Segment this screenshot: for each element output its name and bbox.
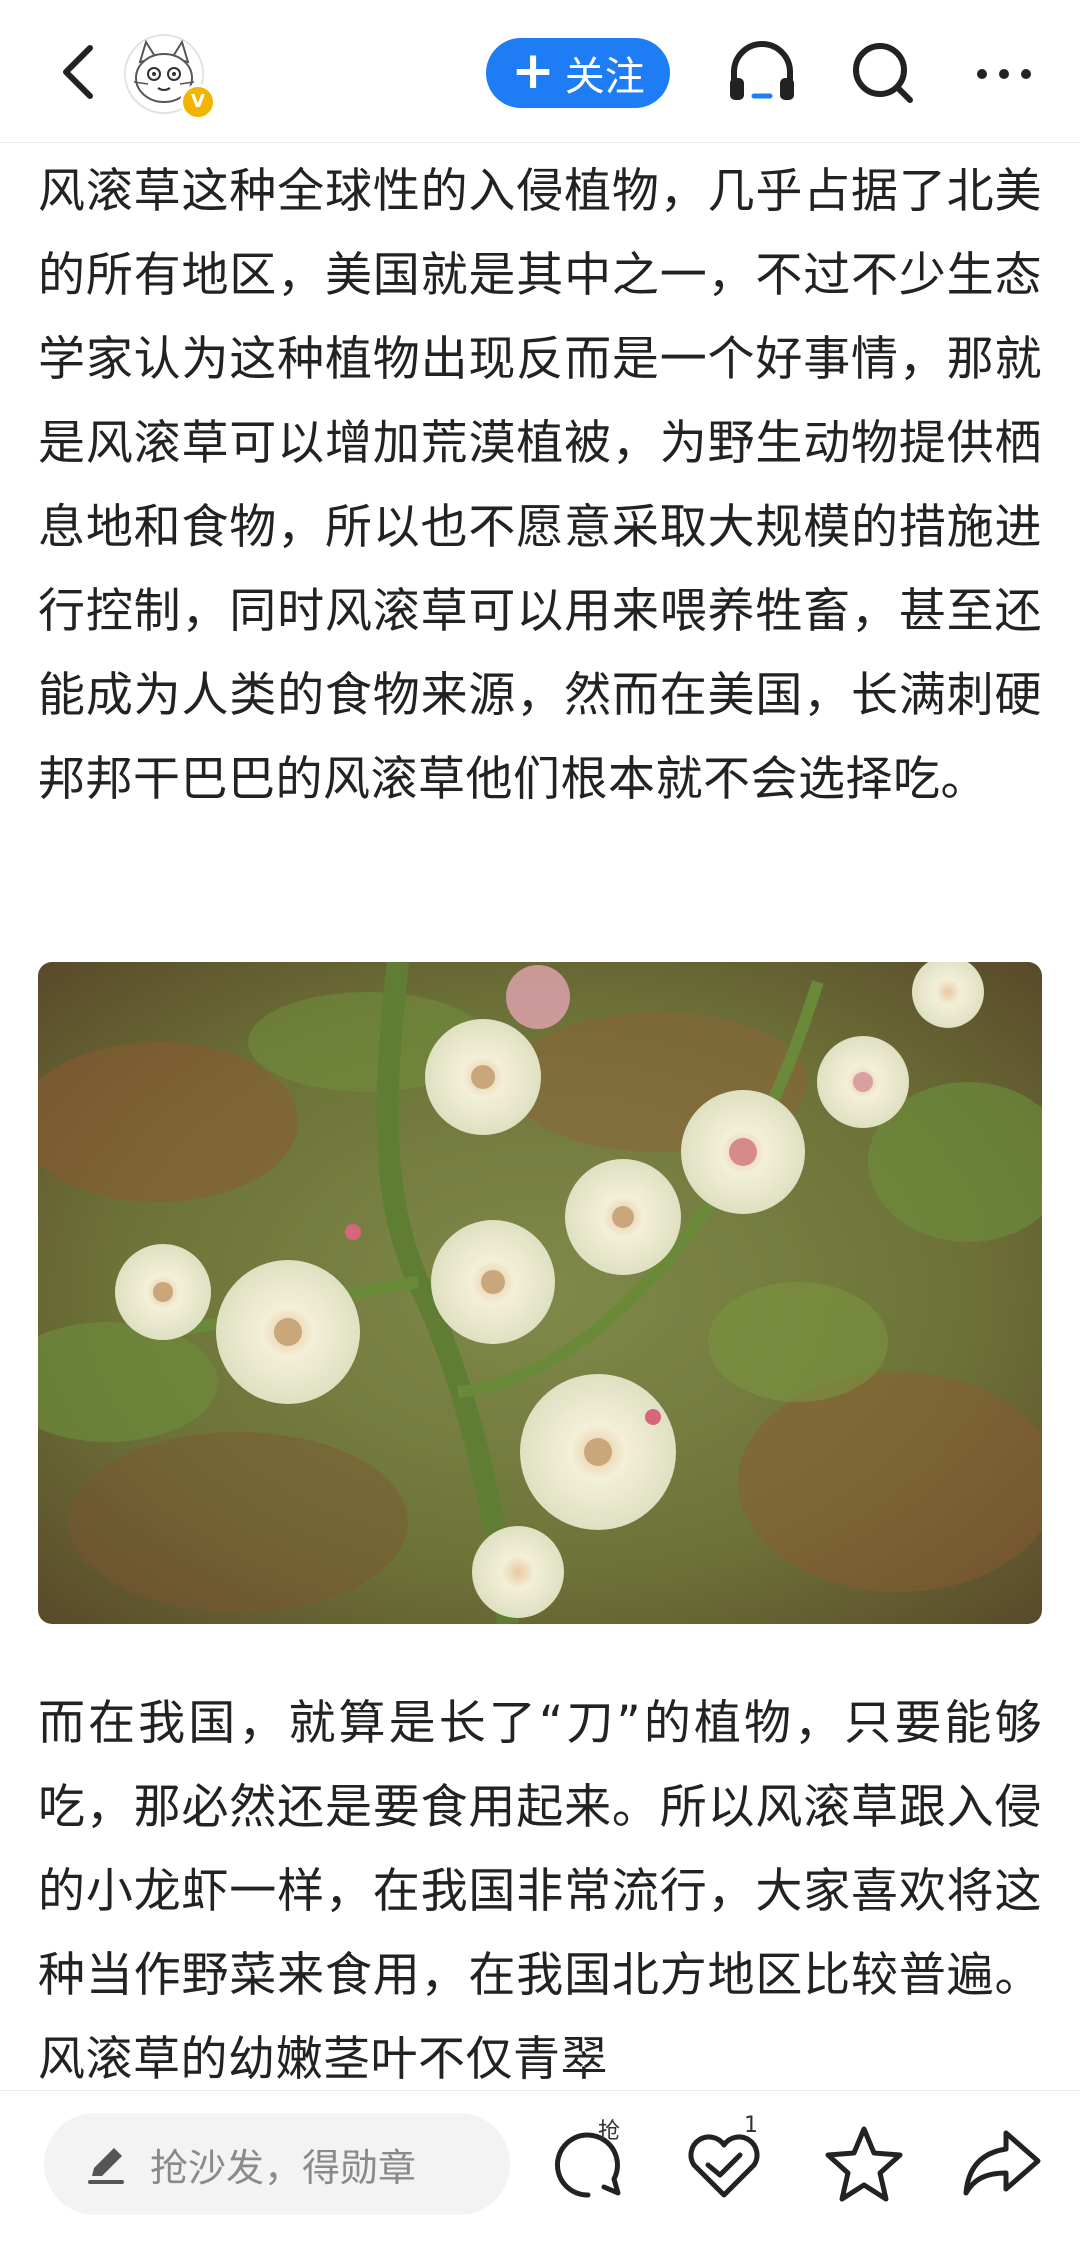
comment-placeholder: 抢沙发，得勋章 xyxy=(150,2145,417,2190)
share-button[interactable] xyxy=(958,2119,1046,2207)
article-photo[interactable] xyxy=(38,962,1042,1624)
like-count: 1 xyxy=(744,2113,758,2138)
star-icon xyxy=(825,2126,903,2202)
follow-label: 关注 xyxy=(564,54,645,100)
article-paragraph: 风滚草这种全球性的入侵植物，几乎占据了北美的所有地区，美国就是其中之一，不过不少… xyxy=(38,164,1042,807)
bottom-action-bar: 抢沙发，得勋章 抢 1 xyxy=(0,2090,1080,2241)
pencil-icon xyxy=(88,2148,124,2184)
comment-input[interactable]: 抢沙发，得勋章 xyxy=(44,2113,510,2215)
more-button[interactable] xyxy=(966,38,1042,108)
article-paragraph: 而在我国，就算是长了“刀”的植物，只要能够吃，那必然还是要食用起来。所以风滚草跟… xyxy=(38,1696,1042,2087)
more-dots-icon xyxy=(977,69,1031,79)
top-bar: V + 关注 xyxy=(0,0,1080,143)
follow-button[interactable]: + 关注 xyxy=(486,38,670,108)
favorite-button[interactable] xyxy=(820,2119,908,2207)
headphones-icon xyxy=(730,41,794,100)
cat-avatar-icon xyxy=(133,39,195,103)
plus-icon: + xyxy=(511,41,555,101)
like-button[interactable]: 1 xyxy=(680,2113,768,2207)
search-button[interactable] xyxy=(846,38,922,108)
share-arrow-icon xyxy=(963,2130,1041,2196)
comment-bubble-icon xyxy=(555,2132,621,2198)
listen-button[interactable] xyxy=(724,38,800,108)
tumbleweed-flowers-image xyxy=(38,962,1042,1624)
search-icon xyxy=(853,43,913,103)
verified-badge: V xyxy=(180,84,216,120)
chevron-left-icon xyxy=(63,45,93,99)
comment-button[interactable]: 抢 xyxy=(548,2119,636,2207)
back-button[interactable] xyxy=(52,36,112,108)
thumbs-up-heart-icon xyxy=(688,2134,760,2198)
comment-badge: 抢 xyxy=(598,2119,621,2144)
avatar[interactable]: V xyxy=(124,34,216,120)
